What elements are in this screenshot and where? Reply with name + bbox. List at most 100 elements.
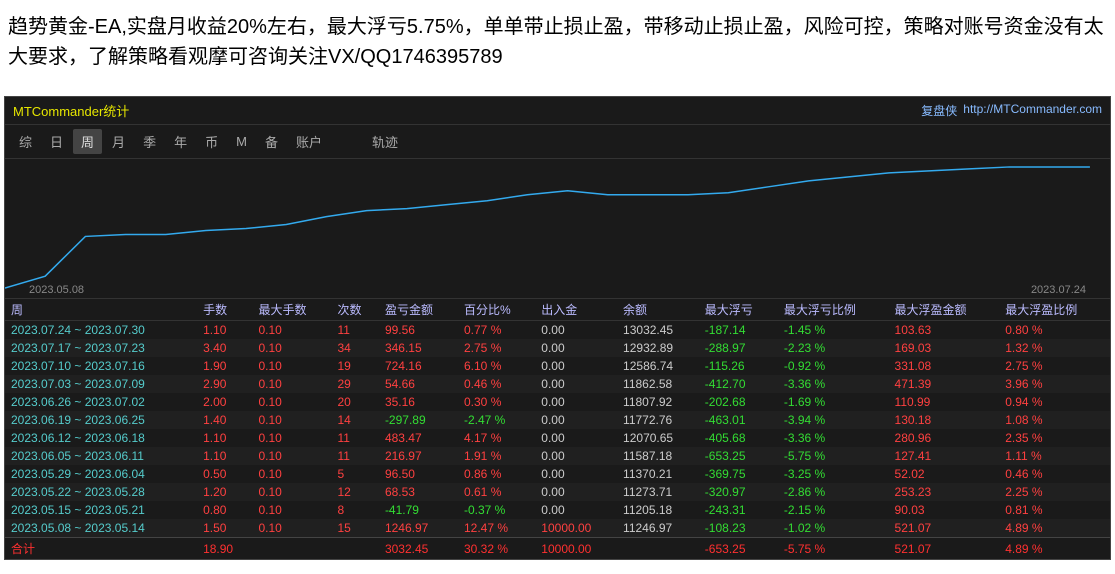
cell-maxlots: 0.10 [252, 501, 331, 519]
tab-日[interactable]: 日 [42, 129, 71, 154]
total-maxfppct: 4.89 % [999, 538, 1110, 560]
cell-pl: 216.97 [379, 447, 458, 465]
cell-lots: 1.10 [197, 429, 252, 447]
total-pl: 3032.45 [379, 538, 458, 560]
cell-pl: 35.16 [379, 393, 458, 411]
table-row: 2023.06.12 ~ 2023.06.181.100.1011483.474… [5, 429, 1110, 447]
cell-bal: 11807.92 [617, 393, 699, 411]
stats-table: 周手数最大手数次数盈亏金额百分比%出入金余额最大浮亏最大浮亏比例最大浮盈金额最大… [5, 299, 1110, 559]
cell-io: 0.00 [535, 321, 617, 340]
cell-maxlots: 0.10 [252, 375, 331, 393]
cell-maxfp: 110.99 [889, 393, 1000, 411]
col-header[interactable]: 余额 [617, 299, 699, 321]
table-row: 2023.06.19 ~ 2023.06.251.400.1014-297.89… [5, 411, 1110, 429]
cell-io: 0.00 [535, 393, 617, 411]
chart-x-end: 2023.07.24 [1031, 284, 1086, 296]
cell-maxfp: 127.41 [889, 447, 1000, 465]
cell-maxfp: 52.02 [889, 465, 1000, 483]
col-header[interactable]: 百分比% [458, 299, 535, 321]
cell-bal: 11370.21 [617, 465, 699, 483]
cell-pl: 54.66 [379, 375, 458, 393]
col-header[interactable]: 最大浮盈比例 [999, 299, 1110, 321]
cell-maxlots: 0.10 [252, 483, 331, 501]
cell-lots: 0.80 [197, 501, 252, 519]
table-body: 2023.07.24 ~ 2023.07.301.100.101199.560.… [5, 321, 1110, 560]
cell-lots: 1.90 [197, 357, 252, 375]
col-header[interactable]: 手数 [197, 299, 252, 321]
tab-周[interactable]: 周 [73, 129, 102, 154]
cell-period: 2023.05.29 ~ 2023.06.04 [5, 465, 197, 483]
table-row: 2023.05.29 ~ 2023.06.040.500.10596.500.8… [5, 465, 1110, 483]
cell-pl: -41.79 [379, 501, 458, 519]
cell-pct: 1.91 % [458, 447, 535, 465]
col-header[interactable]: 最大浮亏比例 [778, 299, 889, 321]
cell-maxflpct: -3.36 % [778, 429, 889, 447]
cell-maxfl: -108.23 [699, 519, 778, 538]
col-header[interactable]: 次数 [332, 299, 379, 321]
table-row: 2023.07.10 ~ 2023.07.161.900.1019724.166… [5, 357, 1110, 375]
cell-maxfppct: 4.89 % [999, 519, 1110, 538]
cell-maxfp: 280.96 [889, 429, 1000, 447]
cell-maxlots: 0.10 [252, 447, 331, 465]
cell-period: 2023.07.03 ~ 2023.07.09 [5, 375, 197, 393]
cell-lots: 0.50 [197, 465, 252, 483]
tab-trajectory[interactable]: 轨迹 [364, 129, 406, 154]
col-header[interactable]: 出入金 [535, 299, 617, 321]
cell-maxfppct: 1.08 % [999, 411, 1110, 429]
col-header[interactable]: 最大浮亏 [699, 299, 778, 321]
cell-bal: 11246.97 [617, 519, 699, 538]
cell-maxflpct: -1.02 % [778, 519, 889, 538]
cell-maxfppct: 0.94 % [999, 393, 1110, 411]
cell-pct: 0.46 % [458, 375, 535, 393]
tab-备[interactable]: 备 [257, 129, 286, 154]
cell-pl: 68.53 [379, 483, 458, 501]
tab-季[interactable]: 季 [135, 129, 164, 154]
cell-maxfppct: 1.32 % [999, 339, 1110, 357]
tab-综[interactable]: 综 [11, 129, 40, 154]
cell-period: 2023.06.19 ~ 2023.06.25 [5, 411, 197, 429]
cell-pl: 1246.97 [379, 519, 458, 538]
total-pct: 30.32 % [458, 538, 535, 560]
cell-lots: 3.40 [197, 339, 252, 357]
col-header[interactable]: 最大浮盈金额 [889, 299, 1000, 321]
cell-maxfp: 471.39 [889, 375, 1000, 393]
cell-maxfl: -115.26 [699, 357, 778, 375]
table-row: 2023.05.15 ~ 2023.05.210.800.108-41.79-0… [5, 501, 1110, 519]
cell-maxfppct: 0.81 % [999, 501, 1110, 519]
tab-M[interactable]: M [228, 131, 255, 152]
cell-bal: 11273.71 [617, 483, 699, 501]
cell-pct: 0.30 % [458, 393, 535, 411]
table-row: 2023.07.03 ~ 2023.07.092.900.102954.660.… [5, 375, 1110, 393]
cell-io: 0.00 [535, 339, 617, 357]
cell-period: 2023.05.15 ~ 2023.05.21 [5, 501, 197, 519]
cell-maxflpct: -3.94 % [778, 411, 889, 429]
table-row: 2023.07.17 ~ 2023.07.233.400.1034346.152… [5, 339, 1110, 357]
cell-maxlots: 0.10 [252, 429, 331, 447]
tab-账户[interactable]: 账户 [288, 129, 330, 154]
tab-币[interactable]: 币 [197, 129, 226, 154]
cell-pl: 99.56 [379, 321, 458, 340]
col-header[interactable]: 盈亏金额 [379, 299, 458, 321]
cell-count: 11 [332, 321, 379, 340]
tab-年[interactable]: 年 [166, 129, 195, 154]
table-row: 2023.05.22 ~ 2023.05.281.200.101268.530.… [5, 483, 1110, 501]
cell-maxfl: -405.68 [699, 429, 778, 447]
cell-maxfp: 331.08 [889, 357, 1000, 375]
cell-maxflpct: -5.75 % [778, 447, 889, 465]
col-header[interactable]: 最大手数 [252, 299, 331, 321]
cell-pl: 724.16 [379, 357, 458, 375]
titlebar-right: 复盘侠 http://MTCommander.com [921, 102, 1102, 119]
cell-maxfp: 90.03 [889, 501, 1000, 519]
tab-月[interactable]: 月 [104, 129, 133, 154]
chart-x-labels: 2023.05.08 2023.07.24 [5, 284, 1110, 296]
cell-maxfppct: 3.96 % [999, 375, 1110, 393]
cell-pct: -0.37 % [458, 501, 535, 519]
cell-maxfppct: 2.75 % [999, 357, 1110, 375]
site-url[interactable]: http://MTCommander.com [963, 102, 1102, 119]
table-row: 2023.07.24 ~ 2023.07.301.100.101199.560.… [5, 321, 1110, 340]
cell-period: 2023.07.24 ~ 2023.07.30 [5, 321, 197, 340]
cell-lots: 1.50 [197, 519, 252, 538]
col-header[interactable]: 周 [5, 299, 197, 321]
cell-io: 0.00 [535, 357, 617, 375]
cell-maxflpct: -3.25 % [778, 465, 889, 483]
